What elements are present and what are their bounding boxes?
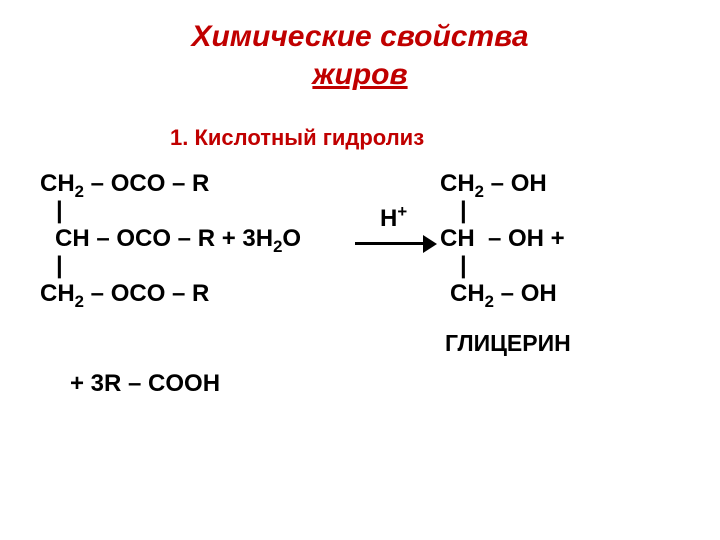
bond-bar: | — [56, 252, 63, 280]
glycerin-label: ГЛИЦЕРИН — [445, 330, 571, 357]
reaction-arrow — [355, 238, 435, 250]
page-title: Химические свойства — [0, 20, 720, 54]
reactant-row-1: CH2 – OCO – R — [40, 170, 209, 198]
page-subtitle: жиров — [0, 58, 720, 92]
bond-bar: | — [460, 197, 467, 225]
section-heading: 1. Кислотный гидролиз — [170, 125, 424, 151]
catalyst-label: H+ — [380, 205, 407, 233]
reactant-row-3: CH2 – OCO – R — [40, 280, 209, 308]
product-row-2: CH – OH + — [440, 225, 565, 253]
product-row-3: CH2 – OH — [450, 280, 557, 308]
bond-bar: | — [460, 252, 467, 280]
acid-product: + 3R – COOH — [70, 370, 220, 398]
product-row-1: CH2 – OH — [440, 170, 547, 198]
reactant-row-2: CH – OCO – R + 3H2O — [55, 225, 301, 253]
bond-bar: | — [56, 197, 63, 225]
